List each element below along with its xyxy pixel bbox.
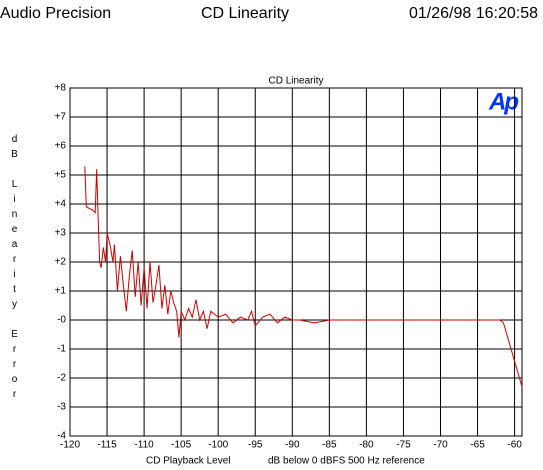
data-line (84, 166, 523, 387)
x-tick-label: -80 (359, 440, 374, 451)
y-tick-label: +6 (55, 141, 67, 152)
x-tick-label: -75 (396, 440, 411, 451)
x-axis-label-2: dB below 0 dBFS 500 Hz reference (268, 456, 425, 467)
x-tick-label: -85 (322, 440, 337, 451)
y-tick-label: +4 (55, 199, 67, 210)
y-tick-label: -3 (57, 402, 66, 413)
x-tick-label: -105 (171, 440, 191, 451)
x-tick-label: -60 (507, 440, 522, 451)
y-tick-label: +8 (55, 83, 67, 94)
x-tick-label: -95 (248, 440, 263, 451)
y-tick-label: -2 (57, 373, 66, 384)
x-axis-label: CD Playback Level (146, 456, 230, 467)
x-tick-label: -110 (134, 440, 154, 451)
y-axis-label: dB Linearity Error (9, 134, 20, 404)
x-tick-label: -90 (285, 440, 300, 451)
x-tick-label: -65 (470, 440, 485, 451)
y-tick-label: +7 (55, 112, 67, 123)
y-tick-label: -0 (57, 315, 66, 326)
x-tick-label: -115 (97, 440, 117, 451)
header-left: Audio Precision (0, 5, 111, 22)
y-tick-label: -4 (57, 431, 66, 442)
x-tick-label: -70 (433, 440, 448, 451)
chart-title: CD Linearity (268, 76, 323, 87)
x-tick-label: -100 (208, 440, 228, 451)
y-tick-label: +2 (55, 257, 67, 268)
logo: Ap (488, 88, 518, 115)
x-tick-label: -120 (60, 440, 80, 451)
y-tick-label: +3 (55, 228, 67, 239)
header-right: 01/26/98 16:20:58 (409, 5, 538, 22)
y-tick-label: +5 (55, 170, 67, 181)
header-center: CD Linearity (201, 5, 289, 22)
y-tick-label: -1 (57, 344, 66, 355)
y-tick-label: +1 (55, 286, 67, 297)
